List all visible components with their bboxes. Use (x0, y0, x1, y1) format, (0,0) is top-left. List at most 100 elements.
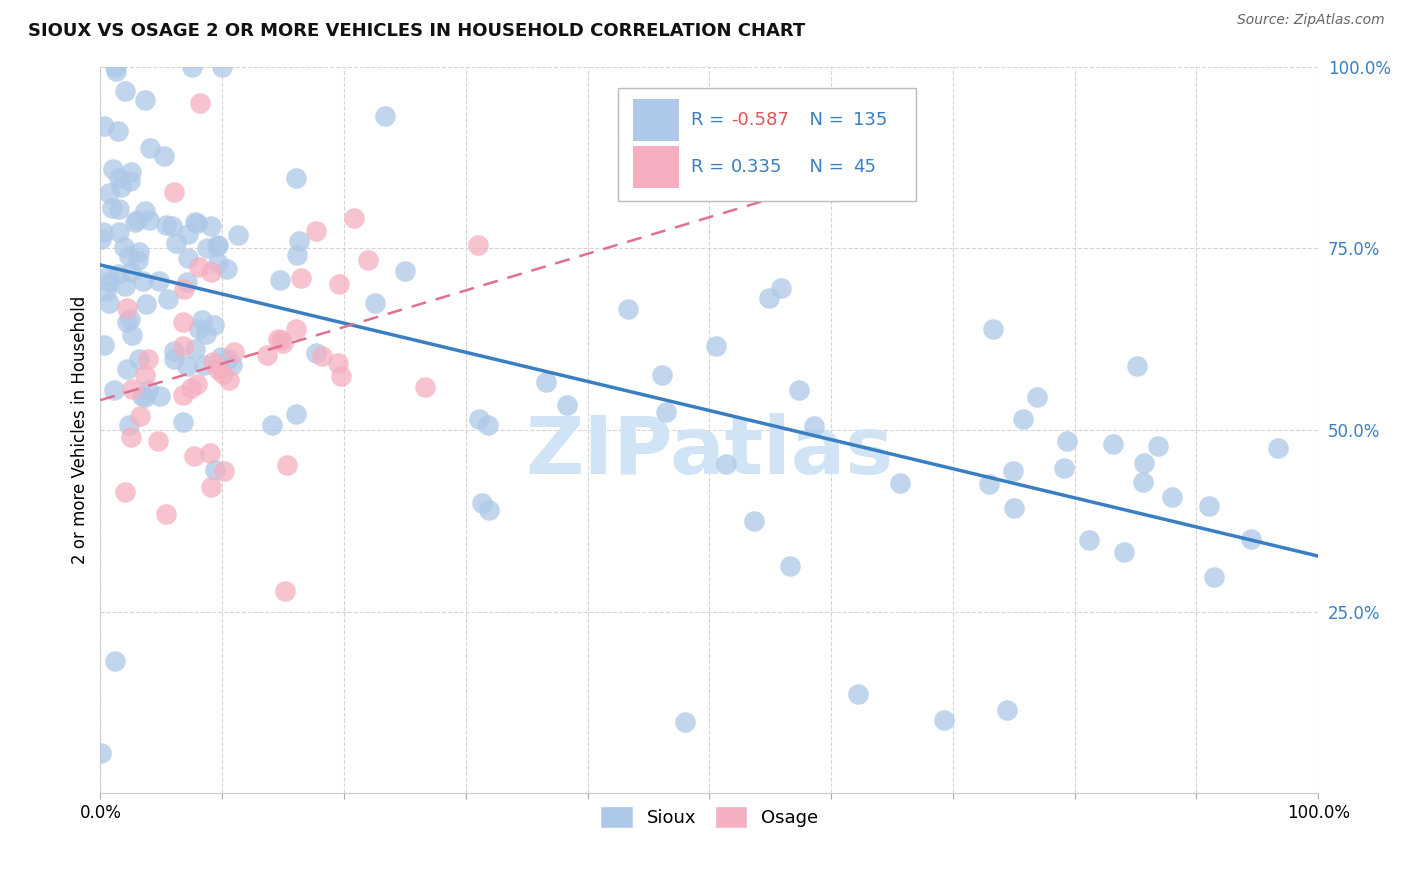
Point (97, 186, 120, 200)
Point (118, 312, 141, 326)
Point (202, 355, 225, 369)
Point (136, 384, 159, 398)
Point (260, 417, 283, 432)
Point (934, 714, 956, 728)
Point (155, 219, 177, 233)
Point (226, 227, 249, 242)
Point (134, 368, 156, 383)
Point (1202, 570, 1225, 584)
Text: N =: N = (799, 112, 849, 129)
Point (1239, 532, 1261, 546)
Point (93, 338, 115, 352)
Point (183, 342, 205, 356)
Point (190, 312, 212, 326)
Point (207, 362, 229, 376)
Point (1053, 460, 1076, 475)
Point (176, 275, 198, 289)
Point (188, 95, 211, 110)
Point (211, 367, 233, 381)
Point (787, 384, 810, 398)
Point (120, 165, 142, 179)
Point (207, 256, 229, 270)
Point (172, 388, 194, 402)
Point (172, 415, 194, 429)
Point (108, 226, 131, 240)
Point (1198, 499, 1220, 513)
Point (183, 449, 205, 463)
Point (115, 361, 138, 376)
Point (848, 687, 870, 701)
Point (136, 352, 159, 367)
Point (138, 213, 160, 227)
Point (1132, 475, 1154, 489)
Point (212, 464, 235, 478)
Text: Source: ZipAtlas.com: Source: ZipAtlas.com (1237, 13, 1385, 28)
Point (290, 271, 312, 285)
Point (471, 496, 494, 510)
Point (177, 251, 200, 265)
Point (160, 219, 183, 233)
Point (328, 277, 350, 291)
Point (200, 480, 222, 494)
Point (555, 398, 578, 412)
Point (981, 322, 1004, 336)
Point (135, 297, 157, 311)
Point (138, 141, 160, 155)
Point (330, 369, 353, 384)
Point (655, 405, 678, 419)
Text: R =: R = (690, 112, 730, 129)
Point (276, 458, 298, 473)
Point (115, 301, 138, 316)
Point (152, 149, 174, 163)
Point (163, 351, 186, 366)
Text: 0.335: 0.335 (731, 158, 783, 176)
Point (98, 296, 121, 310)
Y-axis label: 2 or more Vehicles in Household: 2 or more Vehicles in Household (72, 296, 89, 564)
Point (91, 225, 114, 239)
Point (267, 332, 290, 346)
Point (121, 328, 143, 343)
Point (134, 94, 156, 108)
Point (326, 356, 349, 370)
Point (114, 278, 136, 293)
Point (128, 351, 150, 366)
Point (98, 268, 121, 283)
Point (673, 715, 696, 730)
FancyBboxPatch shape (619, 88, 917, 201)
Point (107, 124, 129, 138)
Point (155, 507, 177, 521)
Point (165, 235, 187, 250)
Point (977, 476, 1000, 491)
Bar (633, 145, 679, 188)
Point (120, 430, 142, 444)
Point (205, 239, 228, 253)
Point (186, 216, 208, 230)
Point (114, 84, 136, 98)
Point (1101, 437, 1123, 451)
Point (704, 339, 727, 353)
Point (211, 60, 233, 74)
Point (90, 232, 112, 246)
Point (650, 368, 672, 383)
Point (101, 162, 124, 177)
Point (124, 215, 146, 229)
Point (478, 503, 501, 517)
Point (1112, 545, 1135, 559)
Text: ZIPatlas: ZIPatlas (526, 413, 893, 491)
Point (127, 253, 149, 268)
Point (1078, 533, 1101, 548)
Point (305, 346, 328, 360)
Point (187, 260, 209, 274)
Point (195, 327, 218, 342)
Point (274, 583, 297, 598)
Point (120, 265, 142, 279)
Point (1012, 411, 1035, 425)
Point (172, 338, 194, 352)
Point (163, 185, 186, 199)
Point (195, 241, 218, 255)
Point (758, 291, 780, 305)
Point (744, 514, 766, 528)
Text: 45: 45 (853, 158, 876, 176)
Point (128, 244, 150, 259)
Point (779, 558, 801, 573)
